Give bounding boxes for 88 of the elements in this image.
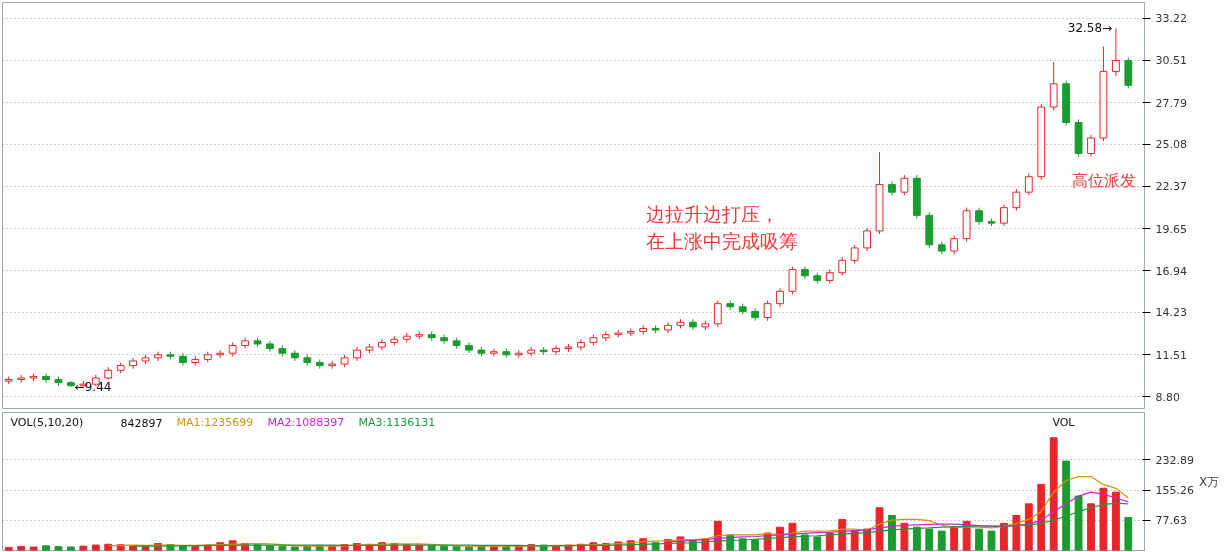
candlestick bbox=[751, 307, 760, 322]
y-tick-label: 22.37 bbox=[1155, 180, 1187, 194]
bar bbox=[54, 546, 63, 551]
bar bbox=[91, 544, 100, 551]
bar bbox=[925, 528, 934, 551]
y-tick-label: 14.23 bbox=[1155, 306, 1187, 320]
annotation: 在上涨中完成吸筹 bbox=[645, 229, 798, 252]
bar bbox=[950, 526, 959, 551]
annotation: ←9.44 bbox=[74, 379, 112, 394]
bar bbox=[278, 546, 287, 551]
candlestick bbox=[440, 334, 449, 345]
line-series bbox=[667, 491, 1129, 543]
bar bbox=[975, 528, 983, 551]
candlestick bbox=[489, 348, 498, 357]
line-series bbox=[132, 502, 1129, 547]
bar bbox=[900, 522, 909, 551]
y-axis-title: X万 bbox=[1198, 474, 1220, 489]
bar bbox=[1037, 483, 1046, 551]
annotation: VOL(5,10,20) bbox=[10, 416, 84, 429]
annotation: 高位派发 bbox=[1072, 171, 1137, 190]
bar bbox=[290, 546, 299, 551]
bar bbox=[751, 539, 760, 551]
bar bbox=[1124, 516, 1133, 551]
candlestick bbox=[664, 321, 672, 334]
bar bbox=[912, 526, 921, 551]
bar bbox=[29, 546, 38, 551]
annotation: 32.58→ bbox=[1067, 21, 1113, 36]
candlestick bbox=[178, 352, 187, 367]
annotation: 842897 bbox=[120, 416, 163, 430]
y-tick-label: 27.79 bbox=[1155, 96, 1187, 110]
bar bbox=[1111, 491, 1120, 551]
candlestick bbox=[577, 338, 585, 351]
y-tick-label: 33.22 bbox=[1155, 12, 1187, 26]
bar bbox=[1012, 515, 1021, 551]
candlestick bbox=[850, 244, 859, 264]
candlestick bbox=[1087, 134, 1095, 158]
candlestick bbox=[1111, 27, 1120, 77]
candlestick bbox=[763, 300, 772, 322]
bar bbox=[1087, 503, 1095, 551]
candlestick bbox=[241, 337, 249, 350]
candlestick bbox=[950, 235, 959, 255]
text: MA3:1136131 bbox=[358, 416, 436, 429]
candlestick bbox=[1024, 173, 1033, 196]
bar bbox=[800, 534, 809, 551]
text: MA2:1088397 bbox=[267, 416, 345, 429]
text: MA1:1235699 bbox=[176, 416, 254, 429]
candlestick bbox=[838, 256, 847, 277]
candlestick bbox=[689, 318, 697, 331]
bar bbox=[17, 546, 26, 551]
candlestick bbox=[42, 372, 50, 384]
bar bbox=[191, 546, 200, 551]
candlestick bbox=[788, 266, 797, 295]
y-tick-label: 77.63 bbox=[1155, 514, 1187, 528]
bar bbox=[850, 530, 859, 551]
y-tick-label: 16.94 bbox=[1155, 264, 1187, 278]
candlestick bbox=[1012, 188, 1021, 212]
candlestick bbox=[129, 357, 138, 370]
candlestick bbox=[1000, 204, 1008, 227]
y-tick-label: 155.26 bbox=[1155, 484, 1194, 498]
candlestick bbox=[713, 300, 722, 328]
bar bbox=[1062, 460, 1071, 551]
bar bbox=[1074, 495, 1083, 551]
bar bbox=[1049, 437, 1058, 551]
y-tick-label: 30.51 bbox=[1155, 54, 1187, 68]
bar bbox=[813, 536, 822, 551]
bar bbox=[1099, 487, 1108, 551]
candlestick bbox=[378, 338, 386, 351]
candlestick bbox=[465, 341, 473, 354]
annotation: 边拉升边打压， bbox=[645, 202, 779, 225]
bar bbox=[42, 545, 50, 551]
bar bbox=[452, 546, 461, 551]
candlestick bbox=[900, 174, 909, 196]
bar bbox=[1024, 503, 1033, 551]
y-tick-label: 232.89 bbox=[1155, 453, 1194, 467]
bar bbox=[937, 530, 946, 551]
y-tick-label: 25.08 bbox=[1155, 138, 1187, 152]
bar bbox=[1000, 522, 1008, 551]
candlestick bbox=[266, 340, 274, 353]
bar bbox=[987, 530, 996, 551]
candlestick bbox=[863, 227, 872, 252]
y-tick-label: 8.80 bbox=[1155, 390, 1180, 404]
y-tick-label: 11.51 bbox=[1155, 348, 1187, 362]
bar bbox=[67, 546, 75, 551]
candlestick bbox=[1049, 61, 1058, 111]
y-tick-label: 19.65 bbox=[1155, 222, 1187, 236]
candlestick bbox=[776, 287, 784, 308]
annotation: VOL bbox=[1052, 416, 1076, 429]
candlestick bbox=[552, 344, 560, 356]
